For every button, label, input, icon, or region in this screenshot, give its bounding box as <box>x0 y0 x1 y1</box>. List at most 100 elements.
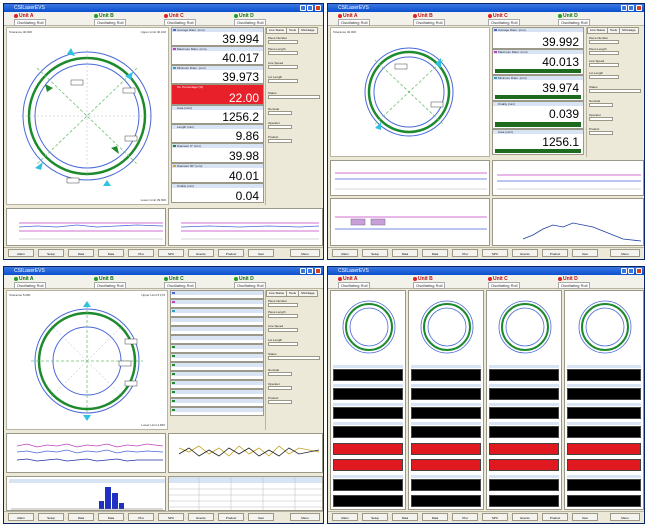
tab-line-status[interactable]: Line Status <box>587 27 609 34</box>
events-button[interactable]: Events <box>188 513 214 521</box>
alarm-button[interactable]: Alarm <box>332 513 358 521</box>
piece-number-field[interactable] <box>268 303 298 307</box>
data-button[interactable]: Data <box>392 513 418 521</box>
piece-length-field[interactable] <box>268 51 298 55</box>
operator-field[interactable] <box>268 125 292 129</box>
close-button[interactable] <box>636 268 642 274</box>
unit-c-selector[interactable]: Unit C Oscillating Roll <box>488 13 521 26</box>
alarm-button[interactable]: Alarm <box>8 249 34 257</box>
unit-d-selector[interactable]: Unit D Oscillating Roll <box>558 13 591 26</box>
setup-button[interactable]: Setup <box>362 513 388 521</box>
lot-length-field[interactable] <box>268 342 298 346</box>
product-button[interactable]: Product <box>542 249 568 257</box>
maximize-button[interactable] <box>307 5 313 11</box>
events-button[interactable]: Events <box>512 249 538 257</box>
piece-number-field[interactable] <box>268 40 298 44</box>
setup-button[interactable]: Setup <box>362 249 388 257</box>
line-speed-field[interactable] <box>268 328 298 332</box>
unit-a-selector[interactable]: Unit A Oscillating Roll <box>14 13 47 26</box>
data-button-2[interactable]: Data <box>98 513 124 521</box>
user-button[interactable]: User <box>248 249 274 257</box>
mini-readout-header <box>489 365 559 368</box>
nominal-field[interactable] <box>268 372 292 376</box>
lower-limit-label: Lower Limit 4.830 <box>141 423 165 427</box>
setup-button[interactable]: Setup <box>38 513 64 521</box>
unit-a-selector[interactable]: Unit A Oscillating Roll <box>338 13 371 26</box>
data-button-2[interactable]: Data <box>422 513 448 521</box>
events-button[interactable]: Events <box>512 513 538 521</box>
unit-d-selector[interactable]: Unit D Oscillating Roll <box>234 276 267 289</box>
data-button[interactable]: Data <box>68 249 94 257</box>
tab-shrinkage[interactable]: Shrinkage <box>619 27 639 34</box>
operator-field[interactable] <box>589 117 613 121</box>
product-field[interactable] <box>268 400 292 404</box>
line-speed-field[interactable] <box>268 65 298 69</box>
unit-a-selector[interactable]: Unit A Oscillating Roll <box>338 276 371 289</box>
product-field[interactable] <box>589 131 613 135</box>
data-button-2[interactable]: Data <box>422 249 448 257</box>
minimize-button[interactable] <box>621 268 627 274</box>
nominal-field[interactable] <box>268 111 292 115</box>
spc-button[interactable]: SPC <box>158 513 184 521</box>
lot-length-field[interactable] <box>589 75 619 79</box>
unit-a-selector[interactable]: Unit A Oscillating Roll <box>14 276 47 289</box>
data-button[interactable]: Data <box>68 513 94 521</box>
lot-length-field[interactable] <box>268 79 298 83</box>
tab-shrinkage[interactable]: Shrinkage <box>298 27 318 34</box>
minimize-button[interactable] <box>621 5 627 11</box>
tab-line-status[interactable]: Line Status <box>266 290 288 297</box>
line-speed-field[interactable] <box>589 63 619 67</box>
user-button[interactable]: User <box>572 249 598 257</box>
minimize-button[interactable] <box>300 5 306 11</box>
tab-shrinkage[interactable]: Shrinkage <box>298 290 318 297</box>
alarm-button[interactable]: Alarm <box>332 249 358 257</box>
close-button[interactable] <box>315 5 321 11</box>
maximize-button[interactable] <box>628 268 634 274</box>
menu-button[interactable]: Menu <box>290 513 320 521</box>
spc-button[interactable]: SPC <box>482 249 508 257</box>
close-button[interactable] <box>315 268 321 274</box>
user-button[interactable]: User <box>248 513 274 521</box>
unit-c-selector[interactable]: Unit C Oscillating Roll <box>488 276 521 289</box>
unit-b-selector[interactable]: Unit B Oscillating Roll <box>94 276 127 289</box>
menu-button[interactable]: Menu <box>610 513 640 521</box>
operator-field[interactable] <box>268 386 292 390</box>
unit-b-selector[interactable]: Unit B Oscillating Roll <box>94 13 127 26</box>
data-button-2[interactable]: Data <box>98 249 124 257</box>
product-field[interactable] <box>268 139 292 143</box>
close-button[interactable] <box>636 5 642 11</box>
spc-button[interactable]: SPC <box>482 513 508 521</box>
maximize-button[interactable] <box>628 5 634 11</box>
plot-button[interactable]: Plot <box>452 513 478 521</box>
events-button[interactable]: Events <box>188 249 214 257</box>
product-button[interactable]: Product <box>218 249 244 257</box>
minimize-button[interactable] <box>300 268 306 274</box>
readout-row <box>170 371 264 380</box>
unit-d-selector[interactable]: Unit D Oscillating Roll <box>558 276 591 289</box>
unit-b-selector[interactable]: Unit B Oscillating Roll <box>413 13 446 26</box>
plot-button[interactable]: Plot <box>128 249 154 257</box>
setup-button[interactable]: Setup <box>38 249 64 257</box>
piece-length-field[interactable] <box>589 51 619 55</box>
plot-button[interactable]: Plot <box>128 513 154 521</box>
data-button[interactable]: Data <box>392 249 418 257</box>
unit-c-selector[interactable]: Unit C Oscillating Roll <box>164 276 197 289</box>
piece-length-field[interactable] <box>268 314 298 318</box>
unit-d-selector[interactable]: Unit D Oscillating Roll <box>234 13 267 26</box>
product-button[interactable]: Product <box>218 513 244 521</box>
menu-button[interactable]: Menu <box>290 249 320 257</box>
maximize-button[interactable] <box>307 268 313 274</box>
tab-line-status[interactable]: Line Status <box>266 27 288 34</box>
unit-b-selector[interactable]: Unit B Oscillating Roll <box>413 276 446 289</box>
alarm-button[interactable]: Alarm <box>8 513 34 521</box>
tolerance-bar <box>495 122 581 127</box>
menu-button[interactable]: Menu <box>610 249 640 257</box>
nominal-field[interactable] <box>589 103 613 107</box>
product-button[interactable]: Product <box>542 513 568 521</box>
piece-number-field[interactable] <box>589 40 619 44</box>
spc-button[interactable]: SPC <box>158 249 184 257</box>
mini-readout-header <box>567 422 641 425</box>
plot-button[interactable]: Plot <box>452 249 478 257</box>
unit-c-selector[interactable]: Unit C Oscillating Roll <box>164 13 197 26</box>
user-button[interactable]: User <box>572 513 598 521</box>
